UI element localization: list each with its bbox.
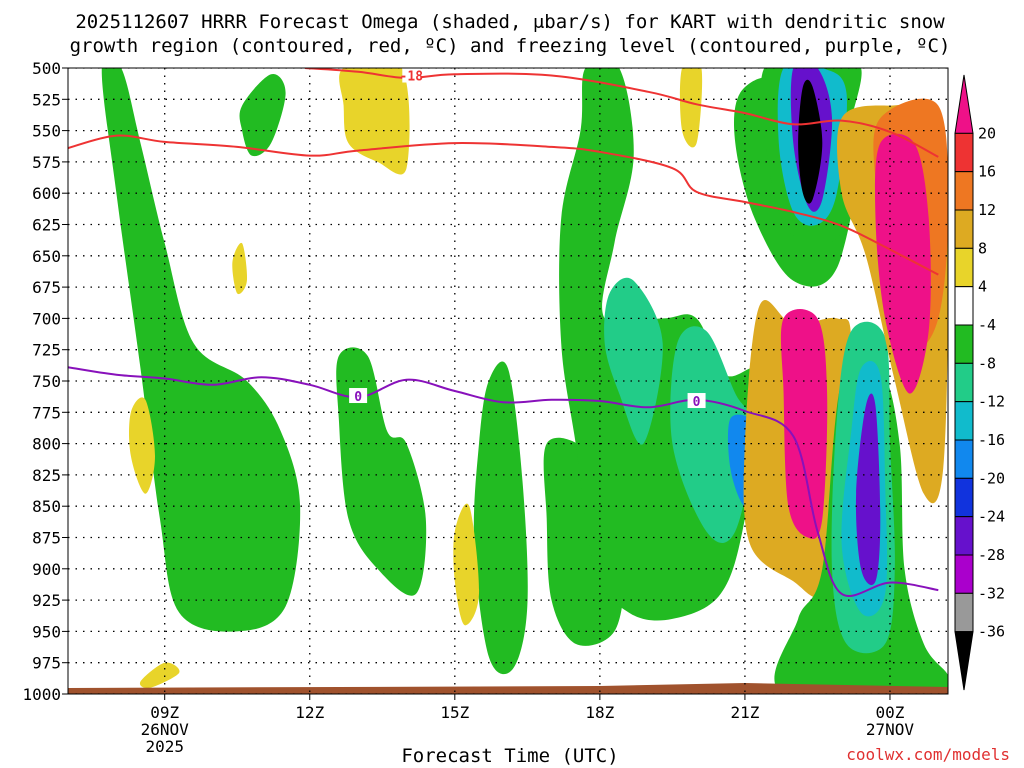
x-tick-label: 12Z	[295, 703, 324, 722]
colorbar-swatch	[954, 286, 974, 326]
credit-text: coolwx.com/models	[846, 745, 1010, 764]
omega-region-teal	[604, 277, 663, 445]
y-tick-label: 525	[32, 90, 61, 109]
colorbar-swatch	[954, 592, 974, 633]
y-tick-label: 950	[32, 622, 61, 641]
freezing-contour-label: 0	[354, 390, 362, 405]
colorbar-tick-label: -36	[978, 623, 1005, 641]
x-tick-label: 21Z	[730, 703, 759, 722]
x-tick-label: 18Z	[585, 703, 614, 722]
y-tick-label: 900	[32, 560, 61, 579]
colorbar-swatch	[954, 631, 974, 691]
omega-region-indigo	[855, 393, 881, 586]
colorbar-swatch	[954, 439, 974, 479]
omega-region-black	[798, 79, 823, 204]
colorbar-tick-label: -20	[978, 469, 1005, 487]
colorbar-tick-label: -16	[978, 431, 1005, 449]
y-tick-label: 925	[32, 591, 61, 610]
freezing-level-contour	[68, 366, 939, 597]
x-tick-date: 27NOV	[866, 720, 915, 739]
colorbar-swatch	[954, 74, 974, 134]
y-tick-label: 875	[32, 529, 61, 548]
omega-region-green	[473, 361, 528, 675]
colorbar-swatch	[954, 324, 974, 364]
x-axis-label: Forecast Time (UTC)	[401, 745, 618, 767]
colorbar-swatch	[954, 401, 974, 441]
colorbar-tick-label: -32	[978, 584, 1005, 602]
colorbar-tick-label: 20	[978, 124, 996, 142]
y-tick-label: 500	[32, 59, 61, 78]
colorbar-swatch	[954, 247, 974, 288]
y-tick-label: 600	[32, 184, 61, 203]
y-tick-label: 975	[32, 654, 61, 673]
omega-region-yellow	[139, 662, 180, 689]
colorbar-swatch	[954, 171, 974, 211]
colorbar-swatch	[954, 362, 974, 403]
colorbar: 20 16 12 8 4 -4 -8 -12 -16 -20 -24 -28 -32 -36	[954, 74, 1005, 691]
x-tick-label: 09Z	[150, 703, 179, 722]
y-tick-label: 1000	[22, 685, 61, 704]
y-tick-label: 675	[32, 278, 61, 297]
y-tick-label: 650	[32, 247, 61, 266]
x-tick-date: 26NOV	[141, 720, 190, 739]
y-tick-label: 800	[32, 435, 61, 454]
omega-region-yellow	[453, 503, 480, 626]
x-tick-label: 15Z	[440, 703, 469, 722]
terrain-strip	[68, 683, 948, 694]
y-tick-label: 725	[32, 341, 61, 360]
colorbar-tick-label: -4	[978, 316, 996, 334]
colorbar-tick-label: -24	[978, 508, 1005, 526]
colorbar-swatch	[954, 554, 974, 594]
colorbar-tick-label: -28	[978, 546, 1005, 564]
freezing-contour-label: 0	[693, 395, 701, 410]
omega-region-green	[239, 74, 286, 157]
colorbar-tick-label: -8	[978, 354, 996, 372]
omega-region-yellow	[679, 68, 703, 148]
omega-region-magenta	[780, 309, 828, 539]
y-tick-label: 700	[32, 309, 61, 328]
chart-title-line1: 2025112607 HRRR Forecast Omega (shaded, …	[75, 11, 945, 33]
plot-area: -18 0 0 500 525 550 575 600 625 650 675 700 725 750 77…	[22, 59, 949, 756]
chart-title-line2: growth region (contoured, red, ºC) and f…	[70, 35, 951, 57]
colorbar-swatch	[954, 516, 974, 556]
y-tick-label: 775	[32, 403, 61, 422]
colorbar-tick-label: 4	[978, 278, 987, 296]
dgz-bottom-contour	[68, 134, 939, 276]
colorbar-swatch	[954, 132, 974, 173]
x-tick-label: 00Z	[876, 703, 905, 722]
omega-region-yellow	[232, 242, 248, 295]
colorbar-swatch	[954, 209, 974, 249]
omega-region-magenta	[874, 133, 931, 394]
colorbar-tick-label: 12	[978, 201, 996, 219]
y-tick-label: 850	[32, 497, 61, 516]
y-tick-label: 575	[32, 153, 61, 172]
colorbar-tick-label: 16	[978, 163, 996, 181]
dgz-contour-label: -18	[400, 70, 424, 85]
colorbar-swatch	[954, 477, 974, 518]
shading-layer: -18 0 0	[68, 68, 948, 694]
y-tick-label: 625	[32, 216, 61, 235]
omega-region-yellow	[129, 397, 155, 494]
y-tick-label: 750	[32, 372, 61, 391]
y-tick-label: 550	[32, 122, 61, 141]
x-tick-year: 2025	[145, 737, 184, 756]
colorbar-tick-label: -12	[978, 393, 1005, 411]
omega-region-green	[101, 68, 301, 632]
omega-region-green	[336, 347, 427, 596]
colorbar-tick-label: 8	[978, 239, 987, 257]
y-tick-label: 825	[32, 466, 61, 485]
